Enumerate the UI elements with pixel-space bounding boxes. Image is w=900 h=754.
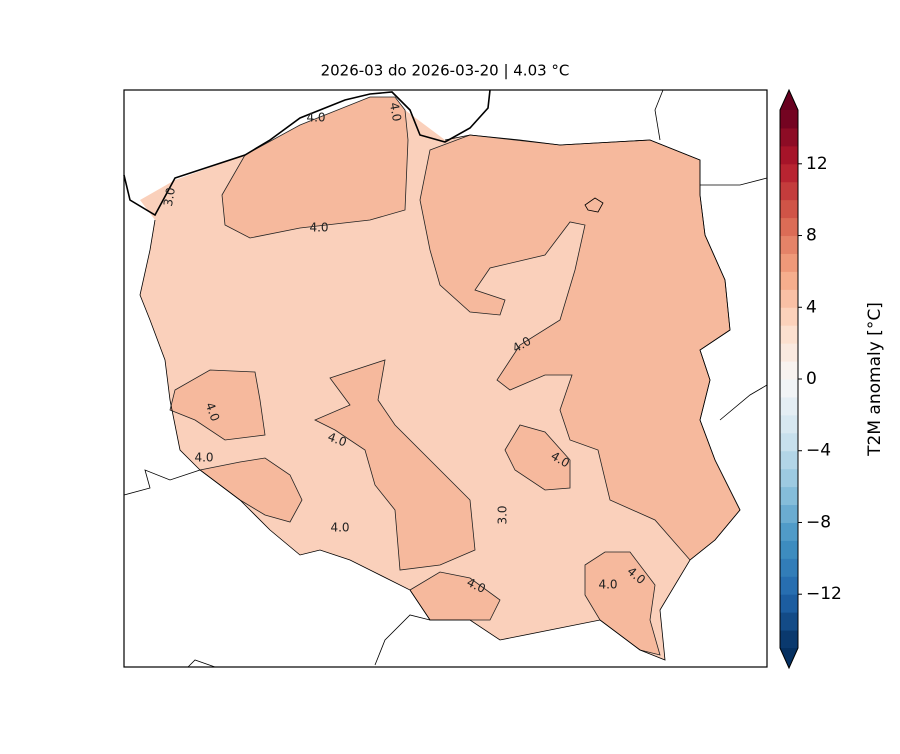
country-border (139, 134, 741, 661)
map-frame (123, 89, 768, 668)
colorbar-band (780, 271, 798, 290)
colorbar-band (780, 325, 798, 344)
colorbar-extend-bottom (780, 648, 798, 668)
colorbar-band (780, 145, 798, 165)
colorbar-band (780, 343, 798, 362)
colorbar-band (780, 522, 798, 541)
colorbar-band (780, 486, 798, 506)
colorbar-band (780, 199, 798, 219)
contour-label: 4.0 (194, 451, 213, 465)
border (700, 177, 768, 186)
colorbar-band (780, 163, 798, 183)
contour-label: 4.0 (387, 101, 404, 122)
colorbar-tick-label: 4 (806, 297, 817, 317)
colorbar-band (780, 594, 798, 613)
region (169, 369, 266, 441)
colorbar-band (780, 289, 798, 308)
colorbar-tick-label: −8 (806, 512, 831, 532)
coastline (123, 89, 491, 217)
contour-label: 4.0 (330, 521, 349, 535)
region (221, 96, 409, 239)
border (374, 614, 431, 666)
colorbar-tick-label: 0 (806, 369, 817, 389)
contour-label: 3.0 (161, 186, 178, 207)
contour-label: 4.0 (306, 111, 325, 125)
colorbar-tick-label: 12 (806, 154, 828, 174)
border (123, 469, 201, 496)
colorbar-extend-top (780, 90, 798, 110)
contour-label: 4.0 (326, 430, 349, 450)
contour-label: 3.0 (496, 505, 510, 524)
colorbar-band (780, 361, 798, 380)
map-title: 2026-03 do 2026-03-20 | 4.03 °C (321, 62, 570, 80)
neighbor-borders (123, 89, 768, 668)
region (314, 359, 476, 571)
colorbar: −12 −8 −4 0 4 8 12 (779, 88, 842, 670)
region (504, 424, 571, 491)
region (584, 551, 661, 656)
colorbar-band (780, 558, 798, 577)
colorbar-band (780, 450, 798, 470)
contour-label: 4.0 (598, 578, 617, 592)
colorbar-outline (779, 88, 799, 670)
colorbar-band (780, 414, 798, 434)
colorbar-label: T2M anomaly [°C] (865, 302, 885, 457)
contour-label: 4.0 (309, 221, 328, 235)
colorbar-band (780, 110, 798, 129)
contour-label: 4.0 (203, 400, 223, 423)
colorbar-band (780, 217, 798, 237)
colorbar-band (780, 181, 798, 201)
colorbar-band (780, 379, 798, 398)
colorbar-tick-label: −12 (806, 584, 842, 604)
map (123, 89, 768, 668)
colorbar-band (780, 612, 798, 631)
lake (584, 197, 604, 213)
colorbar-tick-label: 8 (806, 226, 817, 246)
colorbar-band (780, 253, 798, 272)
colorbar-band (780, 396, 798, 416)
border (719, 384, 768, 421)
colorbar-band (780, 307, 798, 326)
colorbar-band (780, 432, 798, 452)
colorbar-band (780, 630, 798, 649)
colorbar-band (780, 540, 798, 559)
colorbar-band (780, 468, 798, 488)
border (187, 659, 216, 668)
colorbar-band (780, 235, 798, 254)
region (199, 457, 303, 523)
colorbar-band (780, 127, 798, 147)
colorbar-band (780, 576, 798, 595)
border (654, 89, 664, 141)
colorbar-tick-label: −4 (806, 441, 831, 461)
colorbar-band (780, 504, 798, 523)
warm-regions (169, 96, 741, 656)
